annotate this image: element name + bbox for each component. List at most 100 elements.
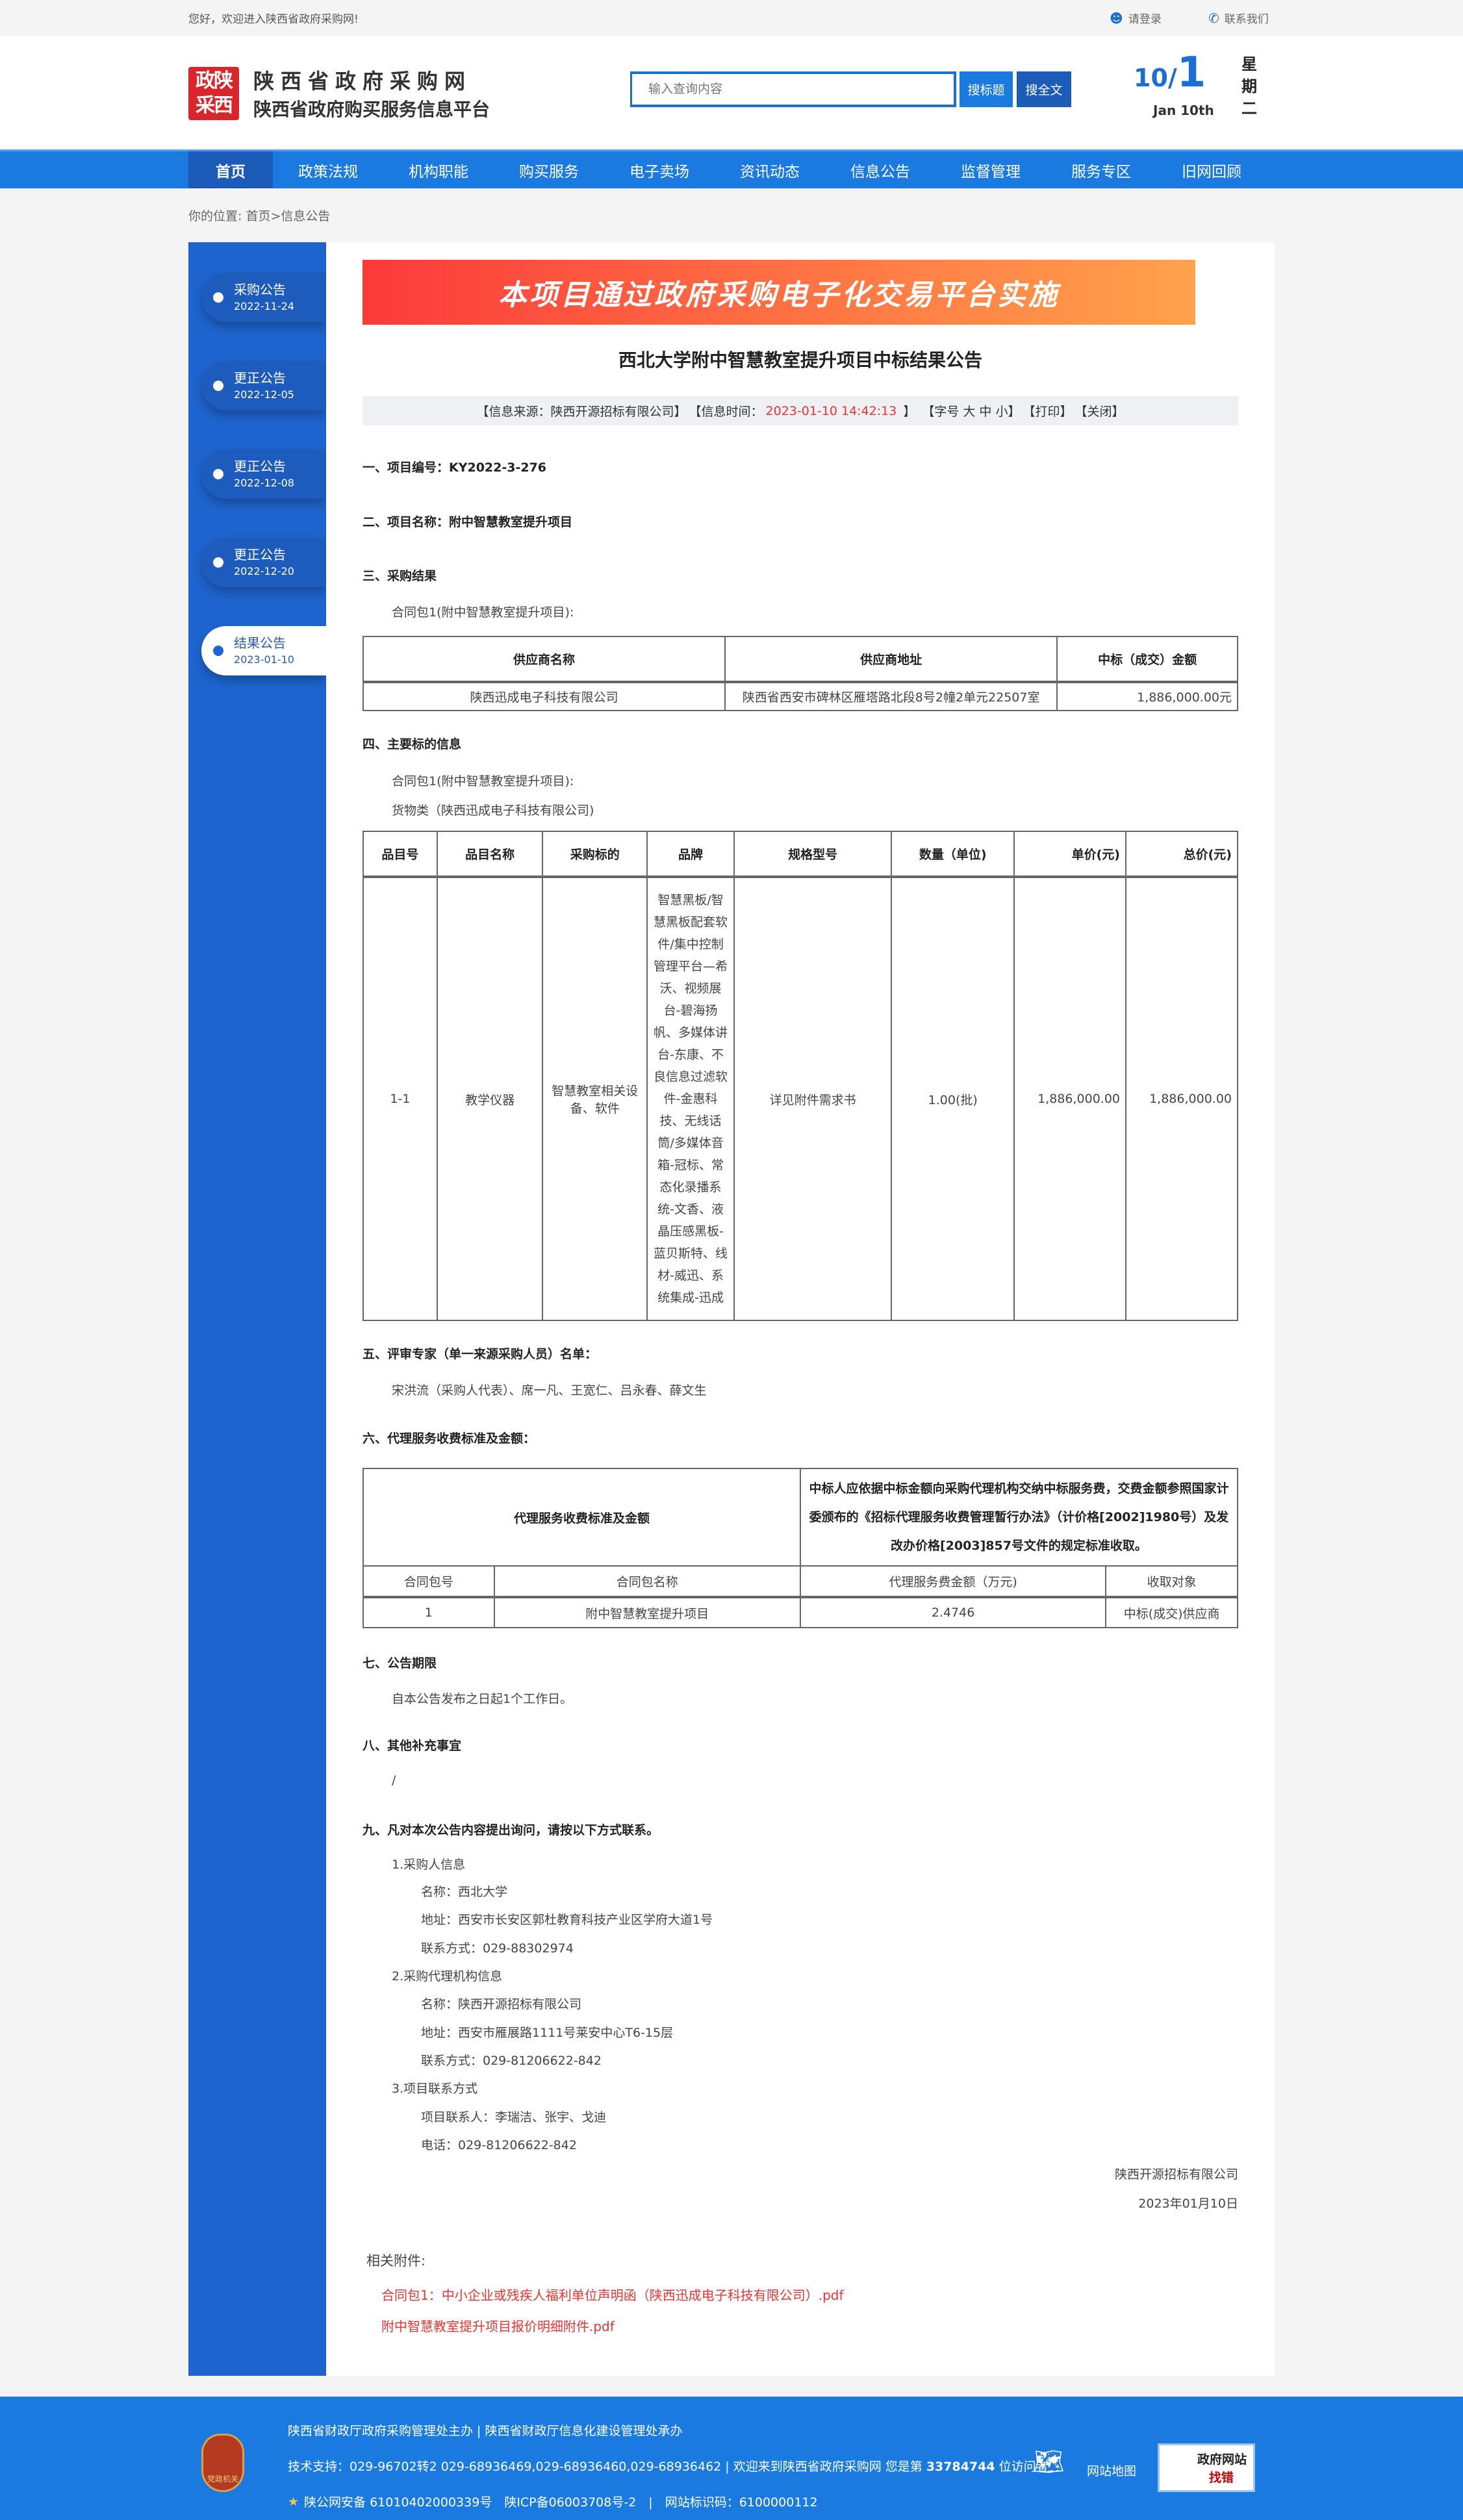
section-heading: 五、评审专家（单一来源采购人员）名单： xyxy=(363,1347,598,1361)
table-header: 供应商地址 xyxy=(724,636,1058,683)
item-quantity: 1.00(批) xyxy=(891,876,1015,1321)
contact-link[interactable]: ✆ 联系我们 xyxy=(1208,10,1269,27)
table-header: 中标（成交）金额 xyxy=(1056,636,1238,683)
timeline-item[interactable]: 采购公告 2022-11-24 xyxy=(201,273,326,322)
main-nav: 首页 政策法规 机构职能 购买服务 电子卖场 资讯动态 信息公告 监督管理 服务… xyxy=(0,149,1463,188)
breadcrumb-current[interactable]: 信息公告 xyxy=(281,209,331,223)
timeline-date: 2022-12-08 xyxy=(234,477,294,489)
nav-agency[interactable]: 机构职能 xyxy=(409,163,468,181)
dot-icon xyxy=(213,292,223,303)
contact-group-title: 2.采购代理机构信息 xyxy=(392,1969,503,1984)
info-time: 2023-01-10 14:42:13 xyxy=(765,403,897,418)
section-heading: 四、主要标的信息 xyxy=(363,737,462,751)
fee-table: 代理服务收费标准及金额 中标人应依据中标金额向采购代理机构交纳中标服务费，交费金额… xyxy=(363,1468,1239,1628)
map-icon[interactable]: 🗺 xyxy=(1033,2447,1065,2476)
nav-news[interactable]: 资讯动态 xyxy=(740,163,800,181)
table-header: 数量（单位) xyxy=(891,831,1015,877)
nav-purchase-service[interactable]: 购买服务 xyxy=(519,163,579,181)
timeline-item[interactable]: 更正公告 2022-12-08 xyxy=(201,449,326,499)
nav-notices[interactable]: 信息公告 xyxy=(850,163,910,181)
footer-sponsor: 陕西省财政厅政府采购管理处主办 | 陕西省财政厅信息化建设管理处承办 xyxy=(288,2424,683,2438)
table-header: 合同包号 xyxy=(363,1565,495,1598)
timeline-date: 2022-11-24 xyxy=(234,300,294,312)
contact-line: 名称：西北大学 xyxy=(421,1885,508,1899)
item-subject: 智慧教室相关设备、软件 xyxy=(542,876,648,1321)
print-button[interactable]: 【打印】 xyxy=(1023,405,1073,419)
item-name: 教学仪器 xyxy=(436,876,544,1321)
contact-line: 地址：西安市雁展路1111号莱安中心T6-15层 xyxy=(421,2026,674,2040)
item-total-price: 1,886,000.00 xyxy=(1125,876,1238,1321)
article: 本项目通过政府采购电子化交易平台实施 西北大学附中智慧教室提升项目中标结果公告 … xyxy=(326,242,1275,2376)
contact-line: 名称：陕西开源招标有限公司 xyxy=(421,1997,582,2011)
category-label: 货物类（陕西迅成电子科技有限公司) xyxy=(392,803,594,818)
timeline-sidebar: 采购公告 2022-11-24 更正公告 2022-12-05 更正公告 2022-1… xyxy=(188,242,326,2376)
timeline-label: 更正公告 xyxy=(234,547,286,562)
logo-subtitle: 陕西省政府购买服务信息平台 xyxy=(253,99,490,120)
breadcrumb: 你的位置: 首页>信息公告 xyxy=(188,207,330,224)
nav-home[interactable]: 首页 xyxy=(188,151,273,188)
police-emblem-icon: ★ xyxy=(288,2494,299,2509)
date-day: 1 xyxy=(1177,49,1206,97)
table-header: 品牌 xyxy=(646,831,735,877)
search-input[interactable] xyxy=(630,71,956,107)
weekday-char: 期 xyxy=(1241,77,1257,95)
attachment-link[interactable]: 合同包1：中小企业或残疾人福利单位声明函（陕西迅成电子科技有限公司）.pdf xyxy=(381,2287,844,2303)
font-size-control[interactable]: 【字号 大 中 小】 xyxy=(922,405,1021,419)
welcome-text: 您好，欢迎进入陕西省政府采购网! xyxy=(188,13,359,26)
nav-old-site[interactable]: 旧网回顾 xyxy=(1182,163,1241,181)
section-heading: 九、凡对本次公告内容提出询问，请按以下方式联系。 xyxy=(363,1823,659,1837)
section-heading: 七、公告期限 xyxy=(363,1656,437,1670)
package-label: 合同包1(附中智慧教室提升项目): xyxy=(392,605,574,620)
nav-services[interactable]: 服务专区 xyxy=(1071,163,1131,181)
timeline-label: 结果公告 xyxy=(234,635,286,651)
contact-line: 联系方式：029-81206622-842 xyxy=(421,2054,602,2068)
article-title: 西北大学附中智慧教室提升项目中标结果公告 xyxy=(618,349,982,371)
search-title-button[interactable]: 搜标题 xyxy=(960,71,1013,107)
item-spec: 详见附件需求书 xyxy=(733,876,893,1321)
logo-title: 陕西省政府采购网 xyxy=(253,69,472,94)
party-gov-badge-icon[interactable]: 党政机关 xyxy=(201,2434,244,2492)
item-no: 1-1 xyxy=(363,876,438,1321)
icp-text[interactable]: 陕公网安备 61010402000339号 陕ICP备06003708号-2 |… xyxy=(304,2495,818,2510)
gov-site-error-report-button[interactable]: 政府网站 找错 xyxy=(1158,2443,1255,2492)
weekday-char: 星 xyxy=(1241,55,1257,73)
sitemap-link[interactable]: 网站地图 xyxy=(1087,2464,1137,2478)
visitor-count: 33784744 xyxy=(926,2460,995,2474)
search-fulltext-button[interactable]: 搜全文 xyxy=(1017,71,1071,107)
table-header: 采购标的 xyxy=(542,831,648,877)
table-row: 1-1 教学仪器 智慧教室相关设备、软件 智慧黑板/智慧黑板配套软件/集中控制管理平台… xyxy=(363,876,1238,1321)
phone-icon: ✆ xyxy=(1208,10,1219,26)
breadcrumb-home[interactable]: 首页 xyxy=(246,209,271,223)
nav-policy[interactable]: 政策法规 xyxy=(298,163,358,181)
fee-amount: 2.4746 xyxy=(799,1596,1107,1628)
dot-icon xyxy=(213,646,223,656)
nav-supervision[interactable]: 监督管理 xyxy=(961,163,1021,181)
info-bar: 【信息来源：陕西开源招标有限公司】 【信息时间： 2023-01-10 14:42… xyxy=(363,396,1238,425)
contact-line: 地址：西安市长安区郭杜教育科技产业区学府大道1号 xyxy=(421,1913,713,1927)
result-table: 供应商名称 供应商地址 中标（成交）金额 陕西迅成电子科技有限公司 陕西省西安市碑林区… xyxy=(362,636,1238,711)
nav-emall[interactable]: 电子卖场 xyxy=(630,163,689,181)
timeline-item-active[interactable]: 结果公告 2023-01-10 xyxy=(201,626,326,675)
attachments-label: 相关附件: xyxy=(366,2253,426,2269)
package-no: 1 xyxy=(363,1596,495,1628)
login-link[interactable]: ☻ 请登录 xyxy=(1110,10,1162,27)
date-en: Jan 10th xyxy=(1153,103,1214,118)
contact-label: 联系我们 xyxy=(1224,13,1269,26)
table-header: 合同包名称 xyxy=(493,1565,801,1598)
timeline-label: 更正公告 xyxy=(234,459,286,474)
footer-icp: ★ 陕公网安备 61010402000339号 陕ICP备06003708号-2 … xyxy=(288,2493,818,2510)
attachment-link[interactable]: 附中智慧教室提升项目报价明细附件.pdf xyxy=(381,2319,615,2334)
item-unit-price: 1,886,000.00 xyxy=(1013,876,1126,1321)
timeline-label: 采购公告 xyxy=(234,282,286,297)
timeline-item[interactable]: 更正公告 2022-12-20 xyxy=(201,538,326,587)
close-button[interactable]: 【关闭】 xyxy=(1075,405,1125,419)
top-bar: 您好，欢迎进入陕西省政府采购网! ☻ 请登录 ✆ 联系我们 xyxy=(0,0,1463,36)
timeline-item[interactable]: 更正公告 2022-12-05 xyxy=(201,361,326,410)
supplier-name: 陕西迅成电子科技有限公司 xyxy=(362,681,726,711)
breadcrumb-sep: > xyxy=(270,209,281,223)
info-time-end: 】 xyxy=(903,405,916,419)
weekday-char: 二 xyxy=(1241,99,1257,118)
logo-seal[interactable]: 政陕 采西 xyxy=(188,67,239,120)
badge-top: 政府网站 xyxy=(1197,2452,1247,2467)
